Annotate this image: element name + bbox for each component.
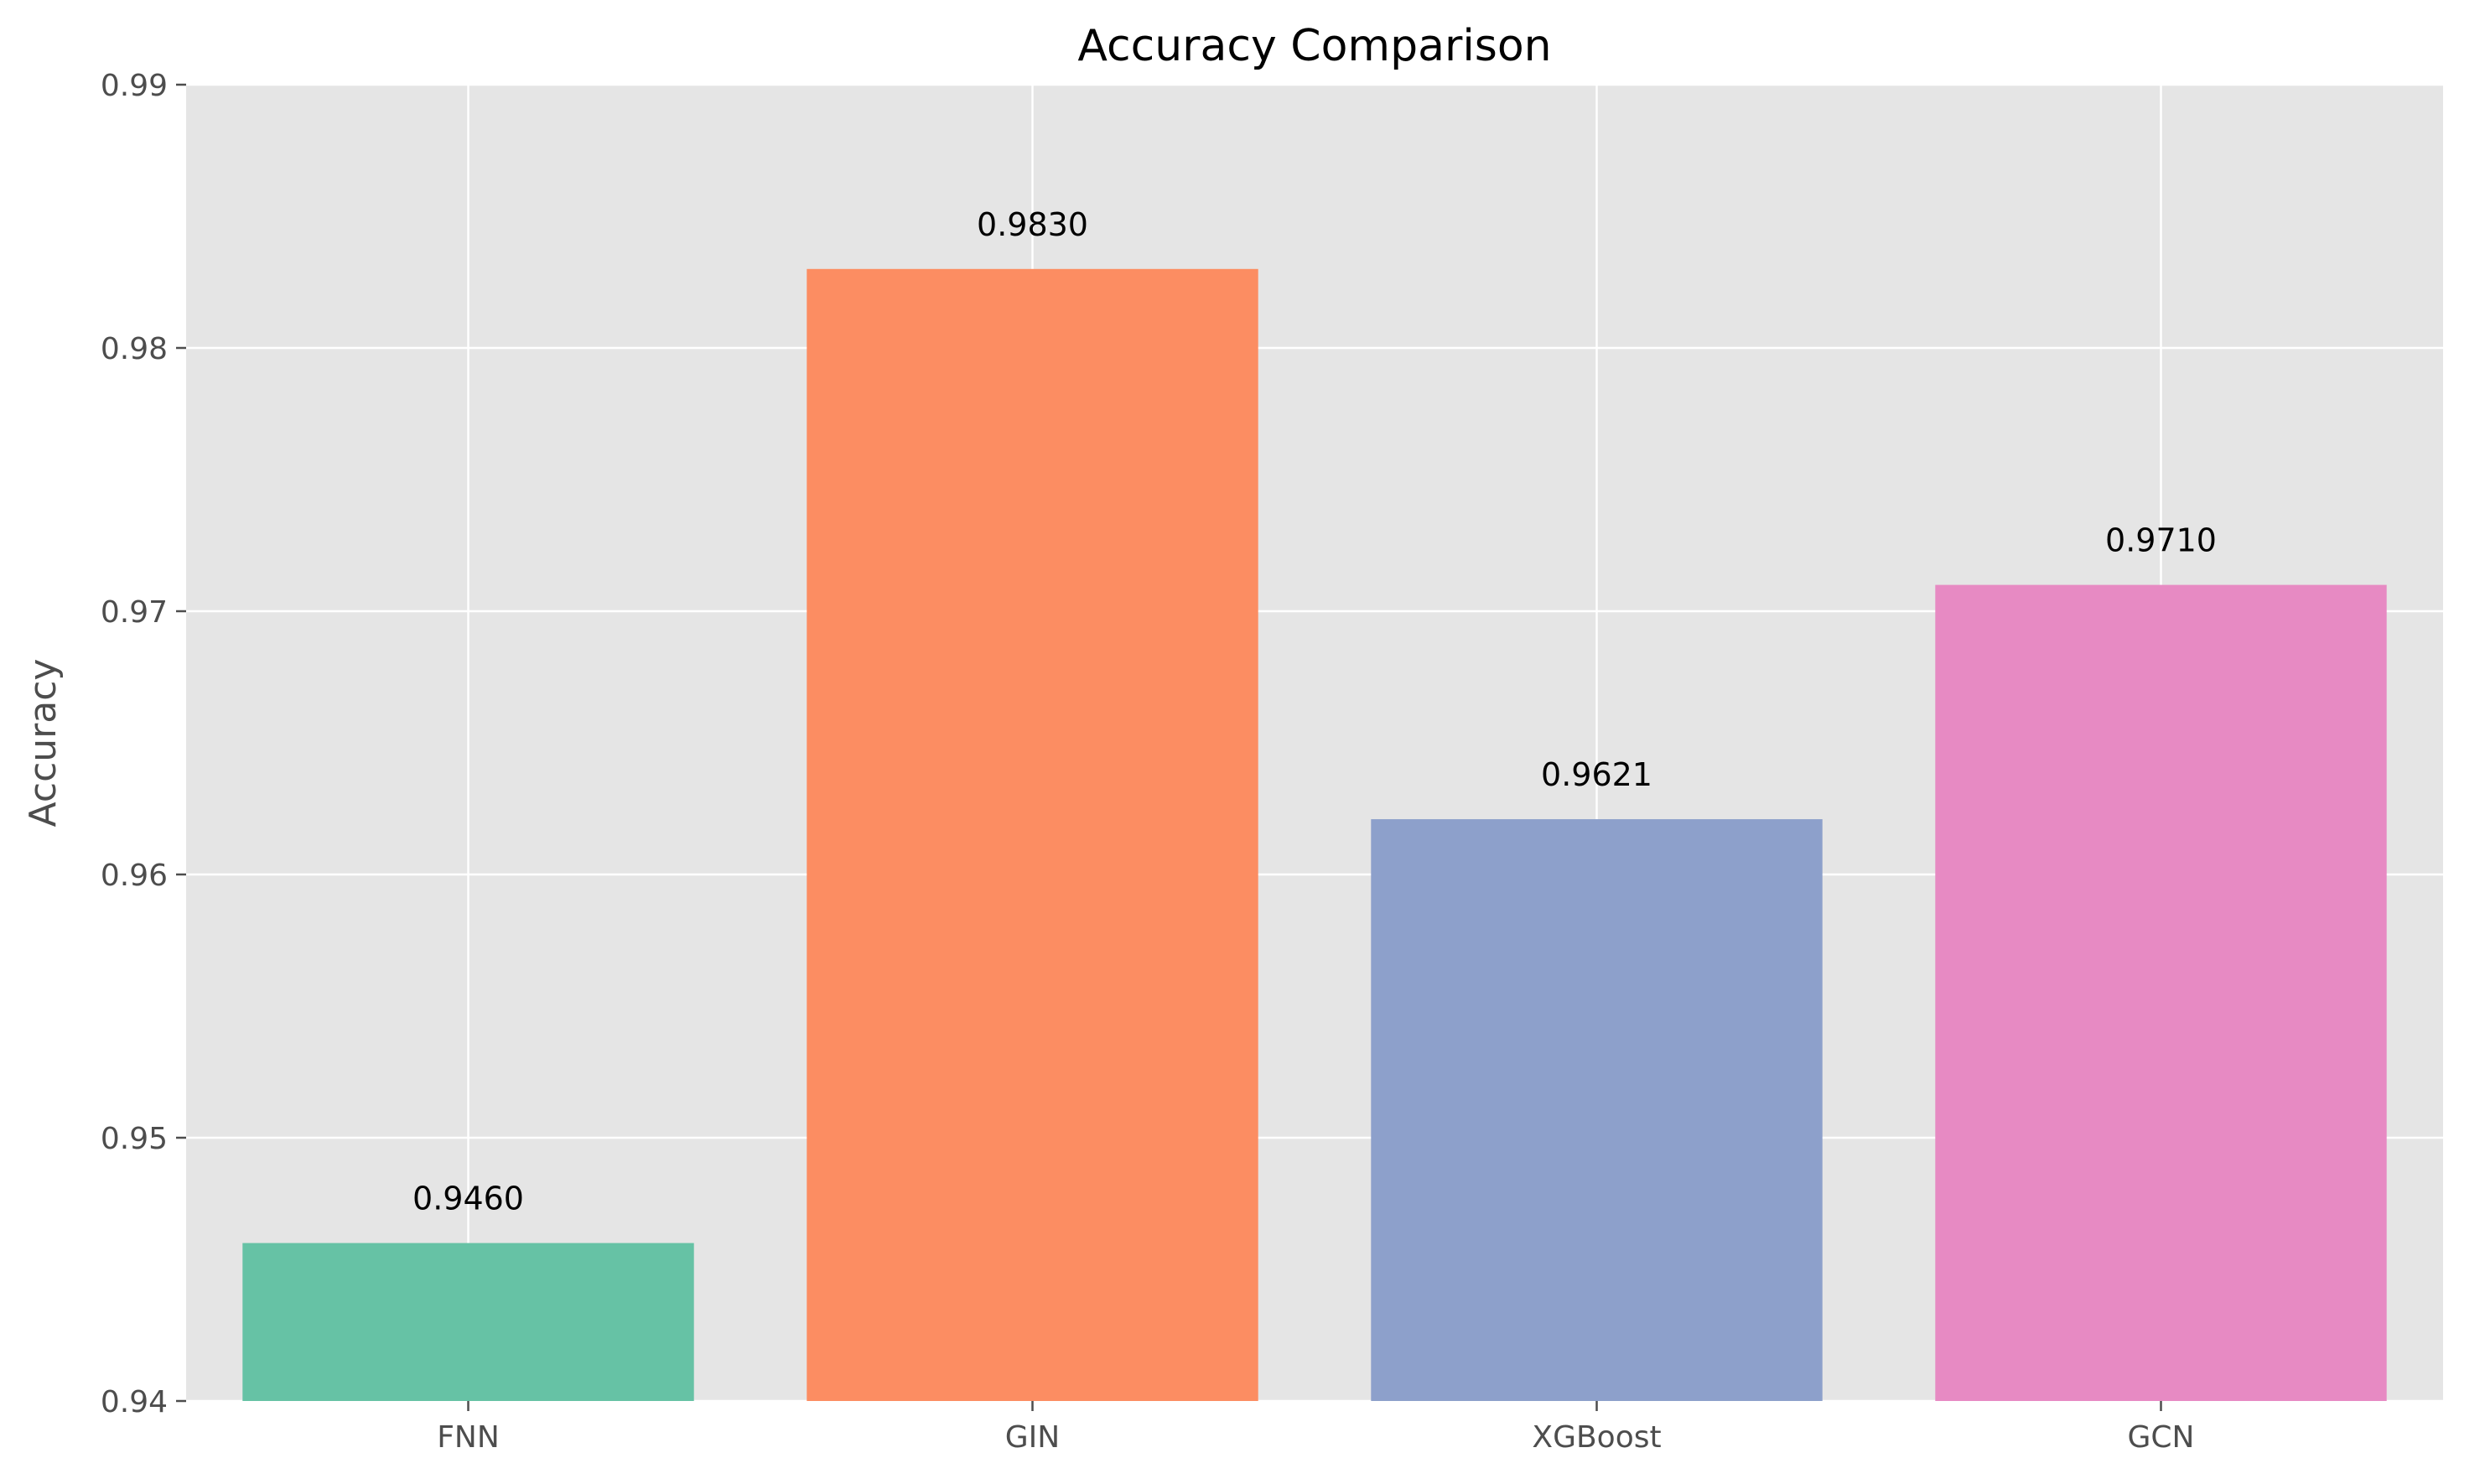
- y-tick-label: 0.99: [101, 69, 168, 103]
- bar-xgboost: [1371, 819, 1823, 1401]
- x-axis-ticks: FNN GIN XGBoost GCN: [437, 1401, 2194, 1455]
- x-tick-label: XGBoost: [1532, 1420, 1661, 1455]
- bar-gcn: [1935, 584, 2387, 1401]
- chart-title: Accuracy Comparison: [1077, 21, 1551, 71]
- y-tick-label: 0.97: [101, 595, 168, 630]
- y-tick-label: 0.94: [101, 1385, 168, 1419]
- x-tick-label: FNN: [437, 1420, 500, 1455]
- bar-value-label: 0.9710: [2105, 522, 2217, 559]
- bar-value-labels: 0.9460 0.9830 0.9621 0.9710: [412, 206, 2217, 1217]
- y-tick-label: 0.98: [101, 332, 168, 366]
- y-axis-label: Accuracy: [22, 659, 65, 828]
- y-axis-ticks: 0.94 0.95 0.96 0.97 0.98 0.99: [101, 69, 186, 1419]
- x-tick-label: GCN: [2128, 1420, 2195, 1455]
- bars: [242, 268, 2387, 1401]
- bar-value-label: 0.9830: [977, 206, 1088, 243]
- y-tick-label: 0.96: [101, 859, 168, 893]
- y-tick-label: 0.95: [101, 1122, 168, 1156]
- bar-value-label: 0.9460: [412, 1180, 524, 1217]
- x-tick-label: GIN: [1005, 1420, 1060, 1455]
- bar-fnn: [242, 1243, 694, 1401]
- bar-value-label: 0.9621: [1541, 756, 1652, 793]
- bar-gin: [807, 268, 1258, 1401]
